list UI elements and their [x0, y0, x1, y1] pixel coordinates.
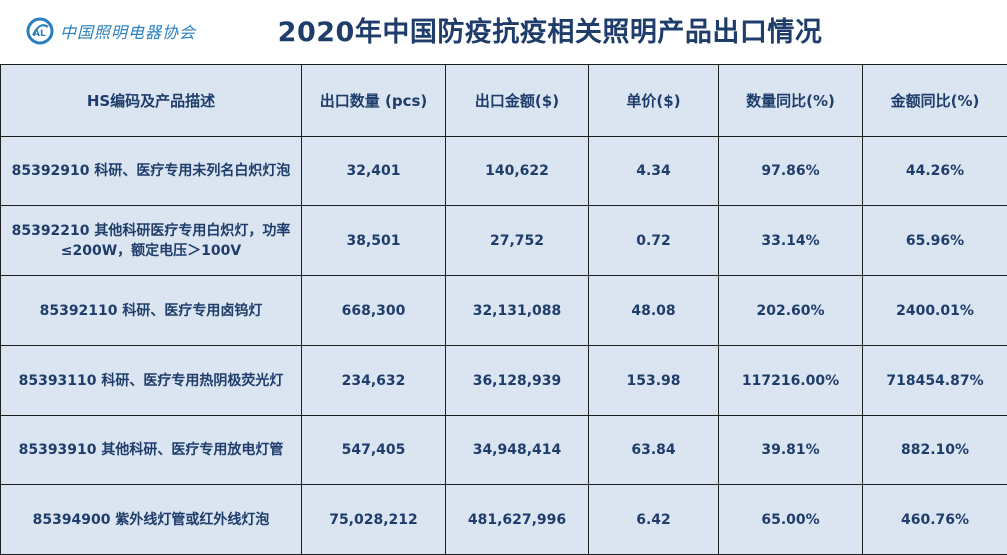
cell-description: 85392910 科研、医疗专用未列名白炽灯泡: [1, 137, 302, 206]
cali-logo-icon: AL: [26, 17, 54, 45]
cell-unit-price: 4.34: [589, 137, 719, 206]
cell-amount: 32,131,088: [446, 276, 589, 346]
cell-description: 85394900 紫外线灯管或红外线灯泡: [1, 485, 302, 555]
cell-amount: 36,128,939: [446, 346, 589, 416]
cell-amount-yoy: 65.96%: [863, 206, 1007, 276]
page-title: 2020年中国防疫抗疫相关照明产品出口情况: [200, 10, 900, 49]
cell-quantity-yoy: 33.14%: [719, 206, 863, 276]
column-header-quantity: 出口数量 (pcs): [302, 65, 446, 137]
cell-quantity: 234,632: [302, 346, 446, 416]
cell-quantity: 668,300: [302, 276, 446, 346]
cell-quantity: 32,401: [302, 137, 446, 206]
cell-description: 85393110 科研、医疗专用热阴极荧光灯: [1, 346, 302, 416]
cell-amount-yoy: 44.26%: [863, 137, 1007, 206]
cell-amount: 34,948,414: [446, 416, 589, 485]
cell-unit-price: 153.98: [589, 346, 719, 416]
cell-quantity: 75,028,212: [302, 485, 446, 555]
header: AL 中国照明电器协会 2020年中国防疫抗疫相关照明产品出口情况: [0, 0, 1007, 64]
logo: AL 中国照明电器协会: [26, 16, 196, 46]
export-table: HS编码及产品描述 出口数量 (pcs) 出口金额($) 单价($) 数量同比(…: [0, 64, 1007, 555]
table-row: 85393910 其他科研、医疗专用放电灯管 547,405 34,948,41…: [1, 416, 1007, 485]
column-header-quantity-yoy: 数量同比(%): [719, 65, 863, 137]
cell-quantity-yoy: 39.81%: [719, 416, 863, 485]
svg-text:AL: AL: [33, 29, 46, 39]
header-row: HS编码及产品描述 出口数量 (pcs) 出口金额($) 单价($) 数量同比(…: [1, 65, 1007, 137]
cell-quantity-yoy: 65.00%: [719, 485, 863, 555]
cell-amount: 481,627,996: [446, 485, 589, 555]
cell-description: 85393910 其他科研、医疗专用放电灯管: [1, 416, 302, 485]
cell-quantity: 547,405: [302, 416, 446, 485]
table-row: 85392210 其他科研医疗专用白炽灯，功率≤200W，额定电压＞100V 3…: [1, 206, 1007, 276]
cell-unit-price: 6.42: [589, 485, 719, 555]
cell-unit-price: 63.84: [589, 416, 719, 485]
cell-quantity-yoy: 202.60%: [719, 276, 863, 346]
cell-amount-yoy: 460.76%: [863, 485, 1007, 555]
cell-amount: 27,752: [446, 206, 589, 276]
cell-quantity-yoy: 117216.00%: [719, 346, 863, 416]
cell-amount-yoy: 882.10%: [863, 416, 1007, 485]
table-row: 85392110 科研、医疗专用卤钨灯 668,300 32,131,088 4…: [1, 276, 1007, 346]
cell-unit-price: 48.08: [589, 276, 719, 346]
column-header-amount-yoy: 金额同比(%): [863, 65, 1007, 137]
table-row: 85392910 科研、医疗专用未列名白炽灯泡 32,401 140,622 4…: [1, 137, 1007, 206]
cell-quantity-yoy: 97.86%: [719, 137, 863, 206]
cell-description: 85392110 科研、医疗专用卤钨灯: [1, 276, 302, 346]
column-header-unit-price: 单价($): [589, 65, 719, 137]
column-header-hs-code: HS编码及产品描述: [1, 65, 302, 137]
table-row: 85393110 科研、医疗专用热阴极荧光灯 234,632 36,128,93…: [1, 346, 1007, 416]
logo-text: 中国照明电器协会: [60, 19, 196, 43]
cell-quantity: 38,501: [302, 206, 446, 276]
cell-unit-price: 0.72: [589, 206, 719, 276]
cell-amount: 140,622: [446, 137, 589, 206]
column-header-amount: 出口金额($): [446, 65, 589, 137]
cell-amount-yoy: 718454.87%: [863, 346, 1007, 416]
cell-amount-yoy: 2400.01%: [863, 276, 1007, 346]
table-row: 85394900 紫外线灯管或红外线灯泡 75,028,212 481,627,…: [1, 485, 1007, 555]
cell-description: 85392210 其他科研医疗专用白炽灯，功率≤200W，额定电压＞100V: [1, 206, 302, 276]
